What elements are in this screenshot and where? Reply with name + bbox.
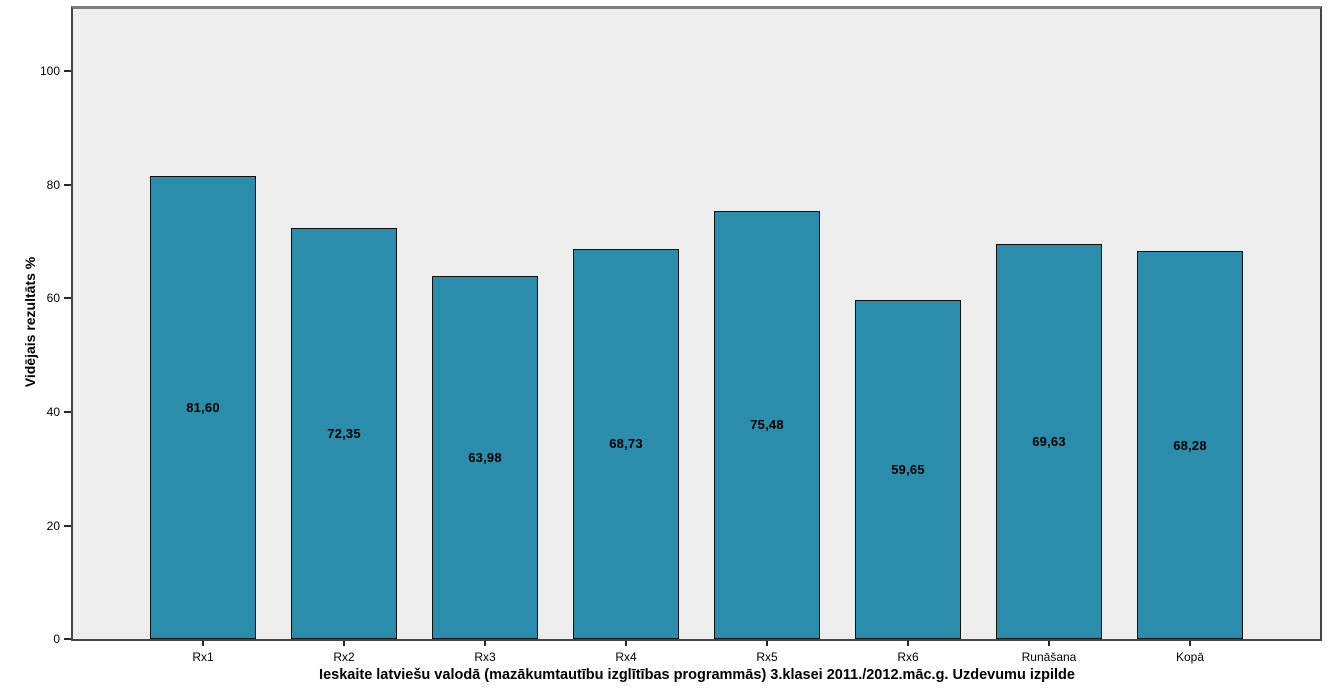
- y-tick-mark: [64, 70, 71, 73]
- bar-value-label: 75,48: [750, 417, 784, 433]
- bar-value-label: 69,63: [1032, 433, 1066, 449]
- bar-Rx4: 68,73: [573, 248, 679, 639]
- bar-Rx6: 59,65: [855, 300, 961, 639]
- x-tick-label-Rx4: Rx4: [615, 650, 637, 664]
- x-tick-mark: [484, 641, 486, 646]
- x-tick-mark: [766, 641, 768, 646]
- bar-value-label: 59,65: [891, 462, 925, 478]
- bar-Rx1: 81,60: [150, 175, 256, 639]
- bar-Rx3: 63,98: [432, 275, 538, 639]
- bar-Kopā: 68,28: [1137, 251, 1243, 639]
- y-tick-mark: [64, 410, 71, 413]
- x-tick-mark: [1189, 641, 1191, 646]
- y-tick-mark: [64, 638, 71, 640]
- y-tick-label: 80: [46, 177, 60, 192]
- bar-value-label: 68,73: [609, 436, 643, 452]
- x-tick-label-Rx2: Rx2: [333, 650, 355, 664]
- x-tick-label-Rx3: Rx3: [474, 650, 496, 664]
- x-tick-label-Kopā: Kopā: [1175, 650, 1205, 664]
- y-tick-label: 0: [53, 632, 60, 646]
- bar-value-label: 63,98: [468, 449, 502, 465]
- bar-Runāšana: 69,63: [996, 243, 1102, 639]
- x-tick-label-Rx6: Rx6: [897, 650, 919, 664]
- x-tick-label-Rx1: Rx1: [192, 650, 214, 664]
- x-tick-mark: [625, 641, 627, 646]
- x-axis: Rx1 Rx2 Rx3 Rx4 Rx5 Rx6 Runāšana Kopā: [73, 641, 1320, 681]
- bar-value-label: 68,28: [1173, 437, 1207, 453]
- y-axis-title: Vidējais rezultāts %: [22, 256, 38, 388]
- y-tick-label: 60: [46, 291, 60, 306]
- x-axis-title: Ieskaite latviešu valodā (mazākumtautību…: [319, 667, 1075, 683]
- x-tick-mark: [202, 641, 204, 646]
- y-tick-label: 40: [46, 404, 60, 419]
- bar-Rx5: 75,48: [714, 210, 820, 639]
- y-tick-label: 100: [39, 64, 60, 79]
- y-tick-mark: [64, 183, 71, 186]
- x-tick-mark: [343, 641, 345, 646]
- y-axis: 0 20 40 60 80 100: [0, 9, 71, 646]
- x-tick-mark: [907, 641, 909, 646]
- x-tick-label-Runāšana: Runāšana: [1021, 650, 1077, 664]
- bar-value-label: 72,35: [327, 426, 361, 442]
- x-tick-label-Rx5: Rx5: [756, 650, 778, 664]
- y-tick-mark: [64, 297, 71, 300]
- bar-Rx2: 72,35: [291, 228, 397, 639]
- y-tick-mark: [64, 524, 71, 527]
- bar-value-label: 81,60: [186, 399, 220, 415]
- y-tick-label: 20: [46, 518, 60, 533]
- x-tick-mark: [1048, 641, 1050, 646]
- plot-area: 81,60 72,35 63,98 68,73 75,48 59,65 69,63 68,28: [71, 6, 1322, 641]
